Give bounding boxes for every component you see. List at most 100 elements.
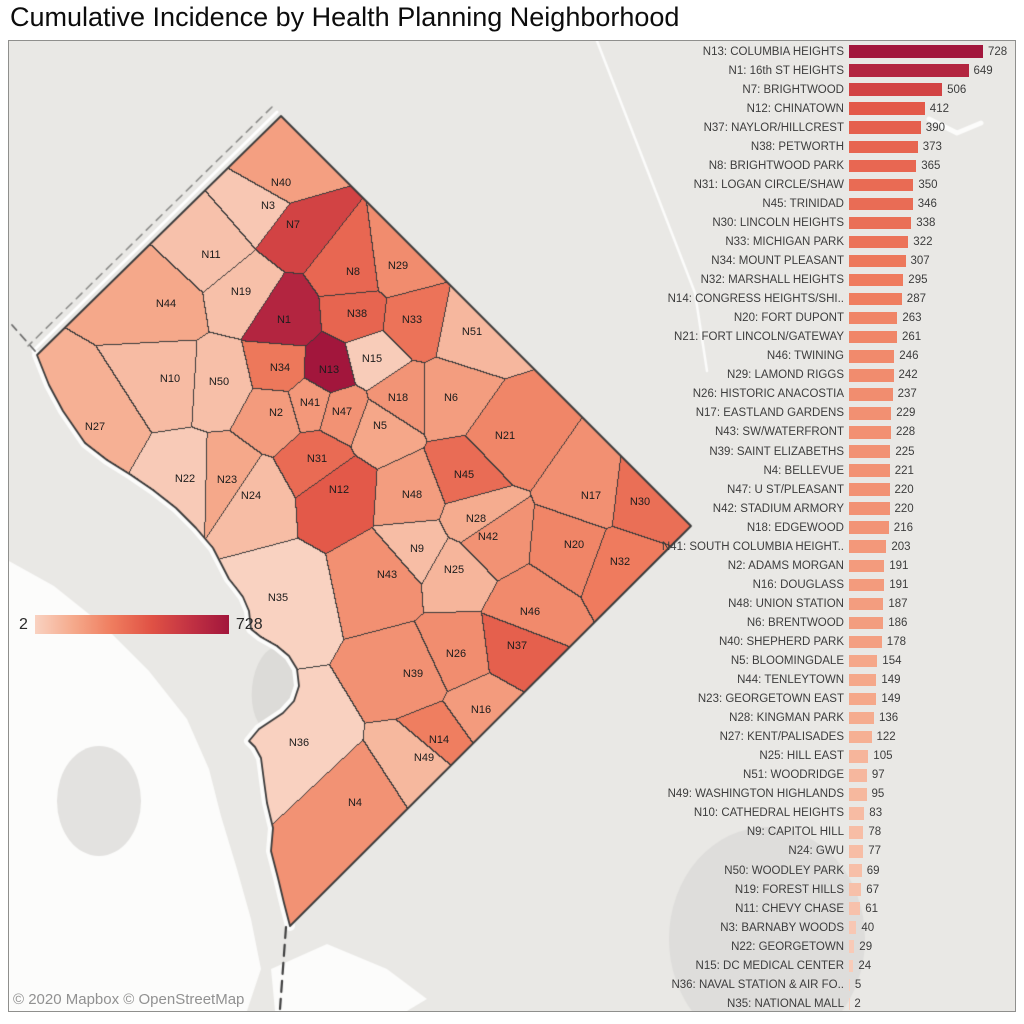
bar-value: 95 [871,788,885,801]
bar[interactable] [849,864,862,877]
bar[interactable] [849,788,867,801]
bar[interactable] [849,445,891,458]
bar-row: N45: TRINIDAD 346 [559,194,1015,213]
bar[interactable] [849,978,850,992]
bar-row: N29: LAMOND RIGGS 242 [559,366,1015,385]
bar-label: N36: NAVAL STATION & AIR FO.. [671,978,844,991]
bar-row: N48: UNION STATION 187 [559,594,1015,613]
bar-label: N5: BLOOMINGDALE [730,655,844,668]
bar[interactable] [849,959,854,973]
bar[interactable] [849,178,914,192]
bar-chart: N13: COLUMBIA HEIGHTS 728 N1: 16th ST HEIG… [559,42,1015,1011]
bar[interactable] [849,45,983,58]
bar[interactable] [849,121,921,134]
bar[interactable] [849,235,909,249]
bar-value: 78 [868,826,882,839]
bar-row: N19: FOREST HILLS 67 [559,880,1015,899]
map-attribution[interactable]: © 2020 Mapbox © OpenStreetMap [13,991,245,1008]
bar-value: 97 [871,769,885,782]
bar[interactable] [849,64,969,77]
bar[interactable] [849,311,898,325]
bar-value: 412 [929,102,949,115]
bar[interactable] [849,750,869,763]
bar[interactable] [849,464,890,477]
bar-value: 322 [913,235,933,248]
bar[interactable] [849,426,891,439]
bar-label: N19: FOREST HILLS [734,883,844,896]
bar[interactable] [849,902,861,915]
bar-value: 365 [921,159,941,172]
bar-row: N17: EASTLAND GARDENS 229 [559,404,1015,423]
bar-value: 83 [869,807,883,820]
bar[interactable] [849,159,917,173]
bar-value: 373 [922,140,942,153]
bar[interactable] [849,883,862,896]
bar[interactable] [849,330,897,344]
bar-label: N12: CHINATOWN [746,102,844,115]
bar[interactable] [849,216,912,230]
bar[interactable] [849,845,864,858]
bar-value: 178 [886,635,906,648]
bar[interactable] [849,502,890,515]
bar[interactable] [849,578,885,592]
bar-label: N4: BELLEVUE [763,464,844,477]
bar[interactable] [849,673,877,687]
bar-row: N13: COLUMBIA HEIGHTS 728 [559,42,1015,61]
bar-row: N43: SW/WATERFRONT 228 [559,423,1015,442]
bar-value: 216 [893,521,913,534]
bar-label: N51: WOODRIDGE [743,769,844,782]
bar[interactable] [849,692,877,706]
bar[interactable] [849,711,874,725]
bar[interactable] [849,273,904,287]
bar-label: N26: HISTORIC ANACOSTIA [692,388,844,401]
bar-value: 5 [854,978,862,991]
bar[interactable] [849,635,882,649]
bar-row: N16: DOUGLASS 191 [559,575,1015,594]
bar[interactable] [849,769,867,782]
bar-value: 346 [917,197,937,210]
bar[interactable] [849,654,878,668]
bar-row: N8: BRIGHTWOOD PARK 365 [559,156,1015,175]
map-canvas[interactable] [9,41,1015,1011]
bar-value: 287 [906,293,926,306]
bar-label: N2: ADAMS MORGAN [727,559,844,572]
bar-row: N31: LOGAN CIRCLE/SHAW 350 [559,175,1015,194]
bar[interactable] [849,559,885,573]
bar-label: N8: BRIGHTWOOD PARK [708,159,844,172]
bar-label: N34: MOUNT PLEASANT [711,255,844,268]
bar[interactable] [849,140,918,153]
bar[interactable] [849,369,894,382]
bar[interactable] [849,807,865,820]
bar[interactable] [849,616,884,630]
bar-value: 61 [865,902,878,915]
bar[interactable] [849,597,884,611]
bar[interactable] [849,102,925,115]
bar[interactable] [849,407,892,420]
bar[interactable] [849,826,864,839]
bar-value: 261 [902,331,922,344]
bar-label: N50: WOODLEY PARK [724,864,844,877]
legend-min-label: 2 [19,615,28,633]
bar-label: N30: LINCOLN HEIGHTS [712,216,844,229]
bar[interactable] [849,83,943,96]
bar[interactable] [849,540,887,553]
bar-value: 237 [897,388,917,401]
bar[interactable] [849,197,913,211]
bar-label: N11: CHEVY CHASE [735,902,844,915]
bar-value: 77 [868,845,881,858]
bar[interactable] [849,483,890,496]
bar-label: N43: SW/WATERFRONT [714,426,844,439]
bar-value: 295 [908,274,928,287]
bar[interactable] [849,730,872,744]
bar-row: N51: WOODRIDGE 97 [559,766,1015,785]
bar[interactable] [849,388,893,401]
bar-label: N42: STADIUM ARMORY [712,502,844,515]
bar-row: N28: KINGMAN PARK 136 [559,709,1015,728]
bar[interactable] [849,254,906,268]
bar[interactable] [849,940,855,953]
bar[interactable] [849,921,857,934]
bar-label: N15: DC MEDICAL CENTER [695,959,844,972]
bar[interactable] [849,521,889,534]
bar[interactable] [849,350,895,363]
bar[interactable] [849,292,902,306]
